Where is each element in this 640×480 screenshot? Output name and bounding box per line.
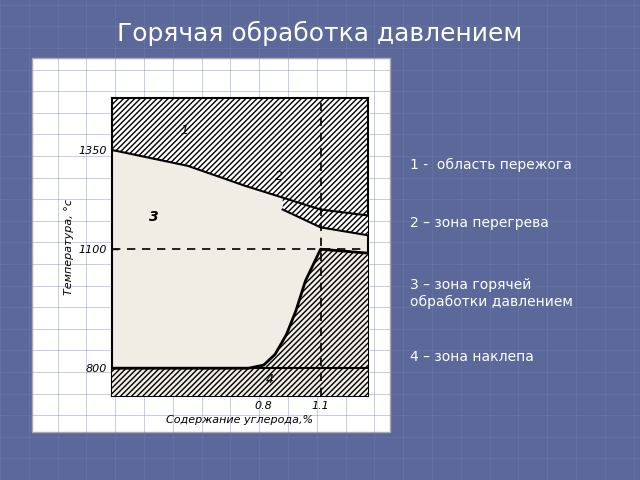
- Text: Горячая обработка давлением: Горячая обработка давлением: [117, 21, 523, 46]
- Text: 3: 3: [149, 210, 159, 225]
- Y-axis label: Температура, °с: Температура, °с: [65, 199, 74, 295]
- Text: 4 – зона наклепа: 4 – зона наклепа: [410, 350, 534, 364]
- Polygon shape: [283, 198, 368, 235]
- Polygon shape: [112, 249, 368, 396]
- Polygon shape: [112, 368, 368, 396]
- FancyBboxPatch shape: [32, 58, 390, 432]
- Polygon shape: [112, 98, 368, 216]
- Polygon shape: [112, 150, 368, 368]
- Text: 3 – зона горячей
обработки давлением: 3 – зона горячей обработки давлением: [410, 278, 572, 309]
- Text: 1: 1: [180, 124, 188, 137]
- Text: 2 – зона перегрева: 2 – зона перегрева: [410, 216, 548, 230]
- Text: 2: 2: [275, 170, 283, 183]
- Text: 1 -  область пережога: 1 - область пережога: [410, 158, 572, 172]
- Text: 4: 4: [266, 373, 273, 386]
- X-axis label: Содержание углерода,%: Содержание углерода,%: [166, 415, 314, 425]
